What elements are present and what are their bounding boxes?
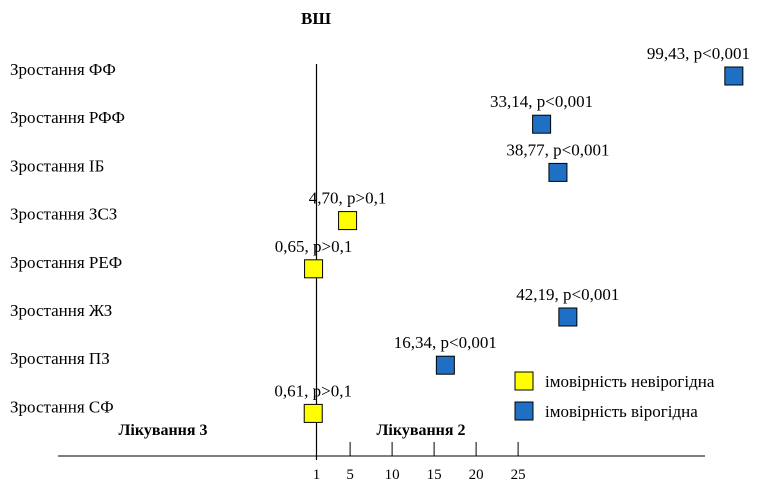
data-point-marker — [548, 162, 568, 182]
legend-label: імовірність невірогідна — [545, 372, 715, 391]
data-point-marker — [338, 211, 358, 231]
row-label: Зростання СФ — [10, 397, 114, 416]
data-point-label: 99,43, p<0,001 — [647, 44, 750, 63]
data-point-marker — [304, 259, 324, 279]
data-point-label: 0,61, p>0,1 — [274, 381, 352, 400]
x-tick-label: 5 — [346, 467, 354, 483]
data-point-label: 0,65, p>0,1 — [275, 237, 353, 256]
row-label: Зростання РЕФ — [10, 253, 122, 272]
row-label: Зростання ПЗ — [10, 349, 110, 368]
data-point-marker — [435, 355, 455, 375]
right-side-label: Лікування 2 — [376, 422, 465, 439]
data-points: 99,43, p<0,001 33,14, p<0,001 38,77, p<0,0… — [274, 44, 750, 423]
chart-title: ВШ — [301, 9, 331, 28]
legend-label: імовірність вірогідна — [545, 402, 698, 421]
legend: імовірність невірогідна імовірність вірог… — [514, 371, 715, 421]
legend-swatch — [514, 401, 534, 421]
data-point-marker — [303, 403, 323, 423]
legend-swatch — [514, 371, 534, 391]
x-tick-label: 1 — [313, 467, 321, 483]
row-label: Зростання РФФ — [10, 108, 125, 127]
row-labels: Зростання ФФ Зростання РФФ Зростання ІБ Зро… — [10, 60, 125, 416]
x-tick-label: 20 — [469, 467, 484, 483]
row-label: Зростання ЖЗ — [10, 301, 112, 320]
x-tick-label: 25 — [511, 467, 526, 483]
x-axis-ticks: 1 5 10 15 20 25 — [313, 442, 526, 483]
data-point-label: 16,34, p<0,001 — [394, 333, 497, 352]
row-label: Зростання ФФ — [10, 60, 116, 79]
row-label: Зростання ЗСЗ — [10, 205, 117, 224]
data-point-marker — [532, 114, 552, 134]
data-point-marker — [558, 307, 578, 327]
x-tick-label: 15 — [427, 467, 442, 483]
x-tick-label: 10 — [385, 467, 400, 483]
data-point-label: 4,70, p>0,1 — [309, 189, 387, 208]
data-point-label: 38,77, p<0,001 — [506, 140, 609, 159]
data-point-marker — [724, 66, 744, 86]
left-side-label: Лікування 3 — [118, 422, 207, 439]
row-label: Зростання ІБ — [10, 156, 104, 175]
data-point-label: 42,19, p<0,001 — [516, 285, 619, 304]
data-point-label: 33,14, p<0,001 — [490, 92, 593, 111]
